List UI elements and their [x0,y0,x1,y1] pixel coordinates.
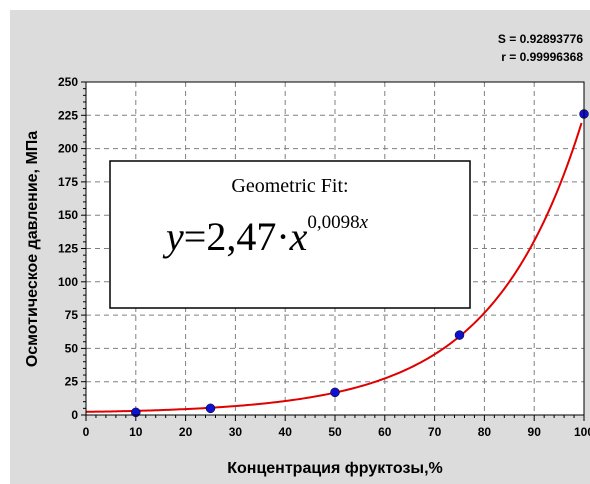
y-axis-title: Осмотическое давление, МПа [24,131,41,367]
x-tick-label: 40 [279,425,293,439]
y-tick-label: 175 [58,175,78,189]
x-tick-label: 100 [574,425,590,439]
y-tick-label: 125 [58,242,78,256]
x-tick-label: 20 [179,425,193,439]
stat-r-value: r = 0.99996368 [501,50,583,64]
x-tick-label: 90 [528,425,542,439]
y-axis-ticks: 0 25 50 75 100 125 150 175 200 225 250 [58,75,86,422]
y-tick-label: 250 [58,75,78,89]
y-tick-label: 225 [58,108,78,122]
fit-title: Geometric Fit: [231,175,348,197]
data-points [131,109,589,418]
data-point [454,330,465,340]
stat-s-value: S = 0.92893776 [498,32,583,46]
y-tick-label: 75 [65,308,79,322]
x-axis-title: Концентрация фруктозы,% [227,460,443,477]
y-tick-label: 100 [58,275,78,289]
y-tick-label: 0 [71,408,78,422]
y-tick-label: 25 [65,375,79,389]
data-point [330,387,340,398]
y-tick-label: 50 [65,341,79,355]
x-tick-label: 60 [378,425,392,439]
y-tick-label: 200 [58,142,78,156]
x-tick-label: 30 [229,425,243,439]
y-tick-label: 150 [58,208,78,222]
plot-frame [85,81,585,416]
x-tick-label: 0 [83,425,90,439]
x-tick-label: 70 [428,425,442,439]
fit-equation: y=2,47·x0,0098x [162,212,369,259]
x-tick-label: 10 [129,425,143,439]
fit-equation-box: Geometric Fit: y=2,47·x0,0098x [109,160,471,309]
x-tick-label: 80 [478,425,492,439]
data-point [205,403,216,414]
x-tick-label: 50 [328,425,342,439]
